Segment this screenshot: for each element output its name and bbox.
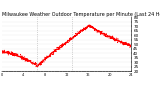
Text: Milwaukee Weather Outdoor Temperature per Minute (Last 24 Hours): Milwaukee Weather Outdoor Temperature pe… [2,12,160,17]
